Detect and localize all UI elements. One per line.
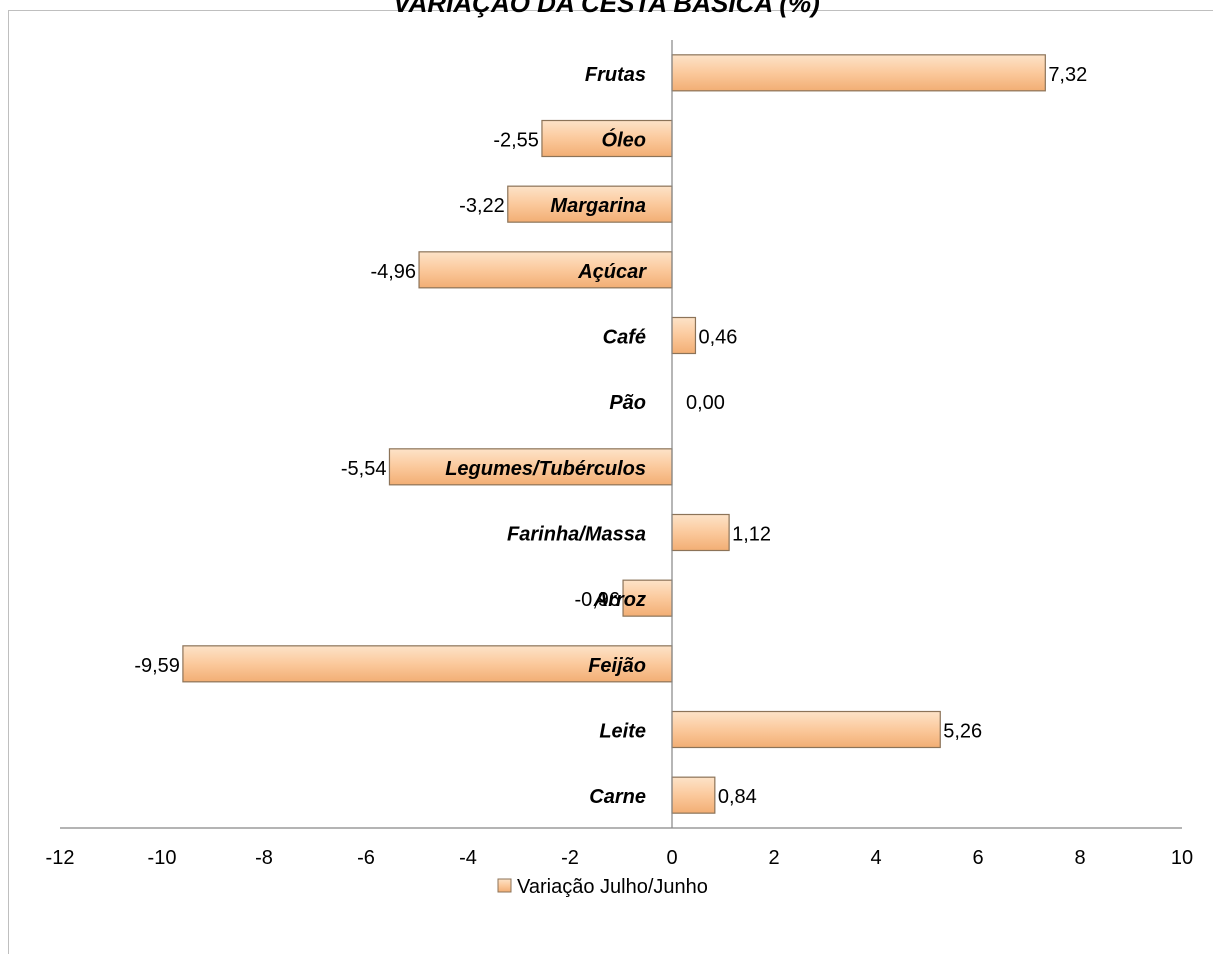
- value-label: 0,46: [698, 327, 737, 349]
- value-label: -5,54: [341, 458, 387, 480]
- category-label: Margarina: [550, 195, 646, 217]
- bar-leite: [671, 710, 941, 749]
- x-tick-label: -6: [357, 847, 375, 869]
- value-label: -2,55: [493, 130, 539, 152]
- category-label: Legumes/Tubérculos: [445, 458, 646, 480]
- bar--leo: [541, 119, 673, 158]
- category-label: Leite: [599, 721, 646, 743]
- x-tick-label: 10: [1171, 847, 1193, 869]
- x-tick-label: -4: [459, 847, 477, 869]
- legend-swatch: [497, 878, 512, 893]
- x-tick-label: 8: [1074, 847, 1085, 869]
- category-label: Açúcar: [577, 261, 647, 283]
- x-tick-label: -12: [46, 847, 75, 869]
- x-tick-label: -2: [561, 847, 579, 869]
- x-tick-label: 2: [768, 847, 779, 869]
- value-label: -0,96: [574, 589, 620, 611]
- category-label: Óleo: [602, 128, 646, 152]
- value-label: 0,00: [686, 392, 725, 414]
- x-tick-label: 0: [666, 847, 677, 869]
- chart-frame: [8, 10, 1213, 954]
- bar-caf-: [671, 316, 697, 355]
- x-tick-label: -8: [255, 847, 273, 869]
- category-label: Frutas: [585, 64, 646, 86]
- bar-a-car: [418, 251, 673, 289]
- category-label: Feijão: [588, 655, 646, 677]
- value-label: 0,84: [718, 786, 757, 808]
- category-label: Café: [603, 327, 646, 349]
- value-label: 5,26: [943, 721, 982, 743]
- legend-label: Variação Julho/Junho: [517, 876, 708, 898]
- chart-title: VARIAÇÃO DA CESTA BÁSICA (%): [393, 0, 820, 18]
- category-label: Carne: [589, 786, 646, 808]
- x-tick-label: 6: [972, 847, 983, 869]
- value-label: 7,32: [1048, 64, 1087, 86]
- category-label: Pão: [609, 392, 646, 414]
- value-label: -9,59: [134, 655, 180, 677]
- bar-carne: [671, 776, 716, 814]
- value-label: -4,96: [370, 261, 416, 283]
- bar-feij-o: [182, 645, 673, 683]
- x-tick-label: 4: [870, 847, 881, 869]
- bar-farinha-massa: [671, 513, 730, 552]
- value-label: -3,22: [459, 195, 505, 217]
- x-tick-label: -10: [148, 847, 177, 869]
- bar-legumes-tub-rculos: [388, 448, 673, 486]
- bar-frutas: [671, 54, 1046, 92]
- category-label: Farinha/Massa: [507, 524, 646, 546]
- category-label: Arroz: [593, 589, 646, 611]
- value-label: 1,12: [732, 524, 771, 546]
